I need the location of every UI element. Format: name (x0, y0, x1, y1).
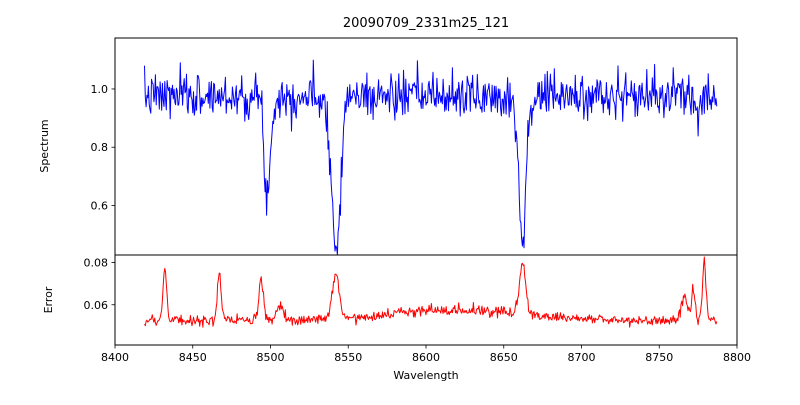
y-axis-label-spectrum: Spectrum (38, 119, 51, 172)
x-tick-label: 8400 (101, 351, 129, 364)
x-tick-label: 8800 (723, 351, 751, 364)
x-tick-label: 8600 (412, 351, 440, 364)
error-axes-border (114, 254, 738, 346)
x-tick-label: 8650 (490, 351, 518, 364)
x-axis-label: Wavelength (393, 369, 458, 382)
x-tick-label: 8450 (179, 351, 207, 364)
spectrum-subplot: 0.6 0.8 1.0 (91, 37, 738, 256)
chart-title: 20090709_2331m25_121 (343, 16, 509, 31)
x-axis-ticks: 8400 8450 8500 8550 8600 8650 8700 8750 8800 (101, 345, 751, 364)
x-tick-label: 8700 (568, 351, 596, 364)
y-tick-label: 0.06 (84, 299, 109, 312)
x-tick-label: 8550 (334, 351, 362, 364)
y-tick-label: 0.6 (91, 199, 109, 212)
spectrum-line (144, 59, 718, 256)
y-tick-label: 1.0 (91, 83, 109, 96)
x-tick-label: 8750 (645, 351, 673, 364)
y-tick-label: 0.8 (91, 141, 109, 154)
y-tick-label: 0.08 (84, 256, 109, 269)
error-subplot: 0.06 0.08 (84, 254, 738, 346)
x-tick-label: 8500 (257, 351, 285, 364)
y-axis-label-error: Error (42, 286, 55, 313)
spectrum-axes-border (114, 37, 738, 256)
error-line (144, 256, 718, 328)
